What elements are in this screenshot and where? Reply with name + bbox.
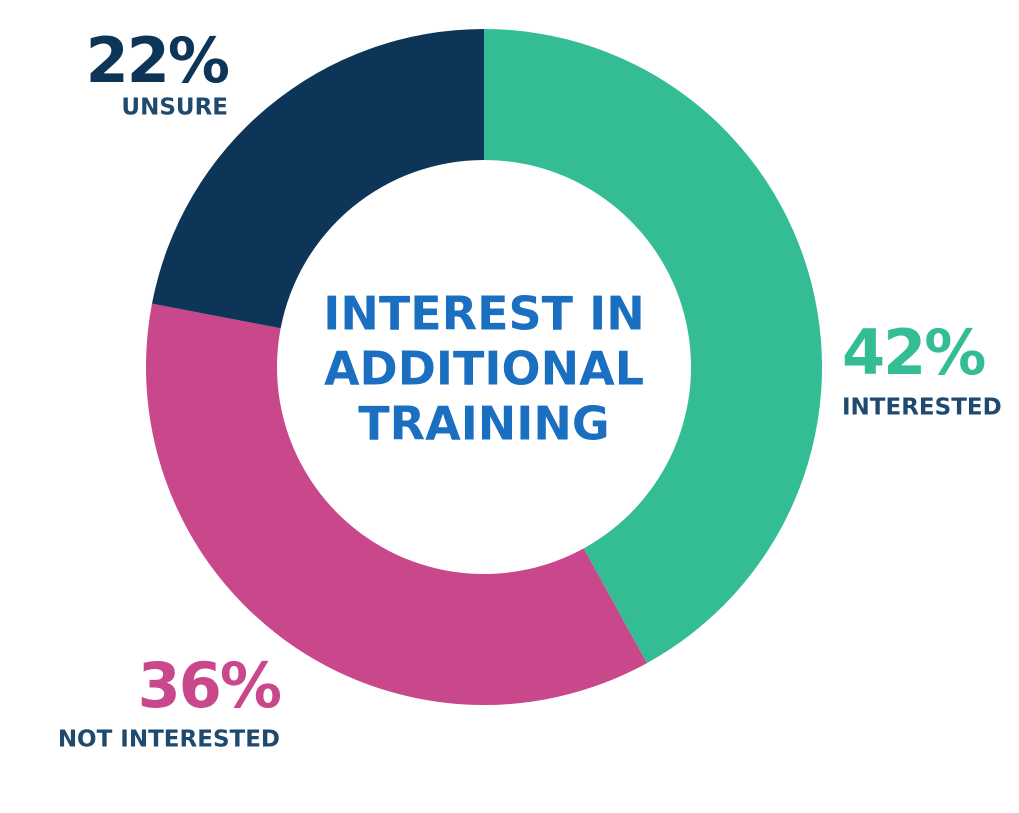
value-label: 36% xyxy=(138,649,281,722)
chart-title: ADDITIONAL xyxy=(324,342,644,396)
category-label: INTERESTED xyxy=(842,395,1002,421)
category-label: UNSURE xyxy=(121,95,228,121)
donut-segment xyxy=(145,303,647,705)
value-label: 42% xyxy=(842,316,985,389)
value-label: 22% xyxy=(86,24,229,97)
chart-title: TRAINING xyxy=(358,397,609,451)
chart-title: INTEREST IN xyxy=(323,287,644,341)
donut-segment xyxy=(151,29,484,329)
category-label: NOT INTERESTED xyxy=(58,727,280,753)
donut-segment xyxy=(484,29,823,664)
